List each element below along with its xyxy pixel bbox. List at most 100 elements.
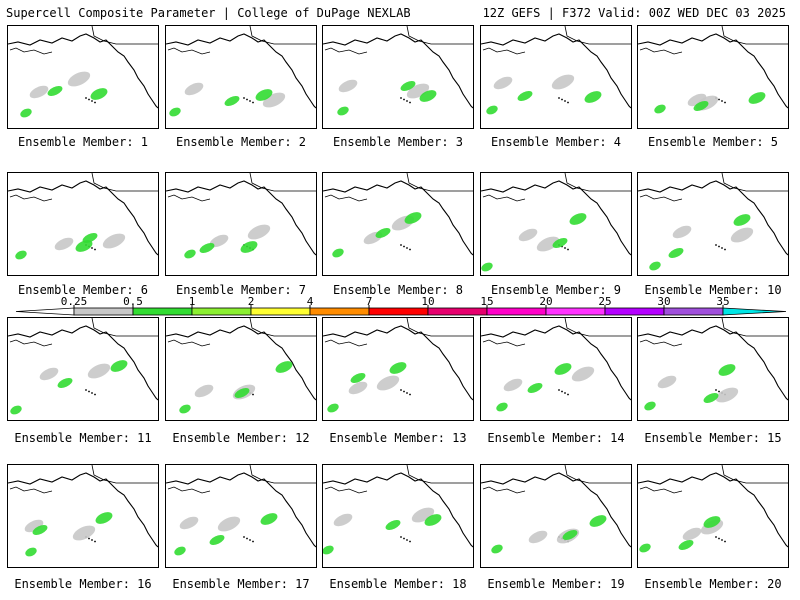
border-line	[91, 465, 158, 484]
scp-shading	[551, 74, 575, 90]
map-panel	[322, 172, 474, 276]
scp-shading	[404, 212, 422, 224]
map-canvas	[481, 173, 631, 272]
island-marker	[718, 537, 720, 540]
colorbar-underflow	[15, 307, 75, 316]
border-line	[406, 318, 473, 337]
island-marker	[721, 100, 723, 102]
scp-shading	[217, 516, 241, 532]
coastline	[166, 472, 316, 548]
island-marker	[561, 390, 563, 393]
coastline	[166, 33, 316, 109]
colorbar-tick-label: 7	[366, 296, 373, 308]
coastline	[481, 180, 631, 256]
coastline	[481, 472, 631, 548]
map-panel	[165, 25, 317, 129]
scp-shading	[194, 384, 214, 398]
coastline	[482, 47, 526, 55]
scp-shading	[584, 91, 602, 103]
island-marker	[406, 392, 408, 394]
scp-shading	[337, 106, 349, 116]
map-panel	[7, 172, 159, 276]
island-marker	[400, 97, 402, 99]
island-marker	[91, 100, 93, 102]
coastline	[167, 47, 211, 55]
scp-shading	[517, 91, 533, 101]
colorbar-tick-label: 10	[421, 296, 434, 308]
scp-shading	[75, 240, 93, 252]
island-marker	[409, 540, 411, 543]
map-panel	[322, 464, 474, 568]
island-marker	[94, 393, 96, 396]
coastline	[166, 180, 316, 256]
colorbar-tick-label: 25	[598, 296, 611, 308]
colorbar-tick-label: 30	[657, 296, 670, 308]
scp-shading	[569, 213, 587, 225]
scp-shading	[748, 92, 766, 104]
island-marker	[403, 537, 405, 540]
island-marker	[400, 244, 402, 246]
island-marker	[409, 393, 411, 396]
island-marker	[85, 97, 87, 99]
coastline	[324, 194, 368, 202]
border-line	[249, 465, 316, 484]
coastline	[9, 486, 53, 494]
island-marker	[724, 101, 726, 104]
island-marker	[91, 392, 93, 394]
island-marker	[406, 100, 408, 102]
scp-shading	[57, 378, 73, 388]
colorbar: 0.25 0.5 1 2 4 7 10 15 20 25 30 35	[15, 296, 787, 316]
map-canvas	[8, 465, 158, 557]
map-canvas	[638, 318, 788, 411]
map-canvas	[638, 26, 788, 114]
island-marker	[718, 98, 720, 101]
island-marker	[718, 390, 720, 393]
scp-shading	[174, 546, 186, 556]
map-panel	[637, 317, 789, 421]
scp-shading	[110, 360, 128, 372]
colorbar-swatch	[663, 307, 724, 316]
island-marker	[715, 389, 717, 391]
coastline	[167, 486, 211, 494]
scp-shading	[424, 514, 442, 526]
scp-shading	[240, 241, 258, 253]
border-line	[564, 26, 631, 45]
coastline	[639, 486, 683, 494]
border-line	[721, 26, 788, 45]
scp-shading	[184, 82, 204, 96]
coastline	[167, 194, 211, 202]
map-canvas	[166, 318, 316, 414]
scp-shading	[693, 101, 709, 111]
scp-shading	[209, 234, 229, 248]
scp-shading	[47, 86, 63, 96]
coastline	[324, 486, 368, 494]
scp-shading	[385, 520, 401, 530]
panel-label: Ensemble Member: 20	[644, 577, 782, 591]
scp-shading	[20, 108, 32, 118]
scp-shading	[87, 363, 111, 379]
island-marker	[246, 537, 248, 540]
island-marker	[88, 537, 90, 540]
coastline	[8, 472, 158, 548]
header-run-info: 12Z GEFS | F372 Valid: 00Z WED DEC 03 20…	[482, 6, 786, 20]
panel-label: Ensemble Member: 16	[14, 577, 152, 591]
scp-shading	[199, 243, 215, 253]
scp-shading	[375, 228, 391, 238]
scp-shading	[179, 404, 191, 414]
scp-shading	[528, 530, 548, 544]
scp-shading	[376, 375, 400, 391]
scp-shading	[733, 214, 751, 226]
scp-shading	[589, 515, 607, 527]
colorbar-tick-label: 4	[307, 296, 314, 308]
scp-shading	[730, 227, 754, 243]
border-line	[564, 465, 631, 484]
scp-shading	[350, 373, 366, 383]
panel-label: Ensemble Member: 18	[329, 577, 467, 591]
island-marker	[85, 389, 87, 391]
map-canvas	[323, 26, 473, 116]
scp-shading	[39, 367, 59, 381]
colorbar-tick-label: 1	[189, 296, 196, 308]
map-panel	[322, 317, 474, 421]
scp-shading	[32, 525, 48, 535]
island-marker	[403, 390, 405, 393]
